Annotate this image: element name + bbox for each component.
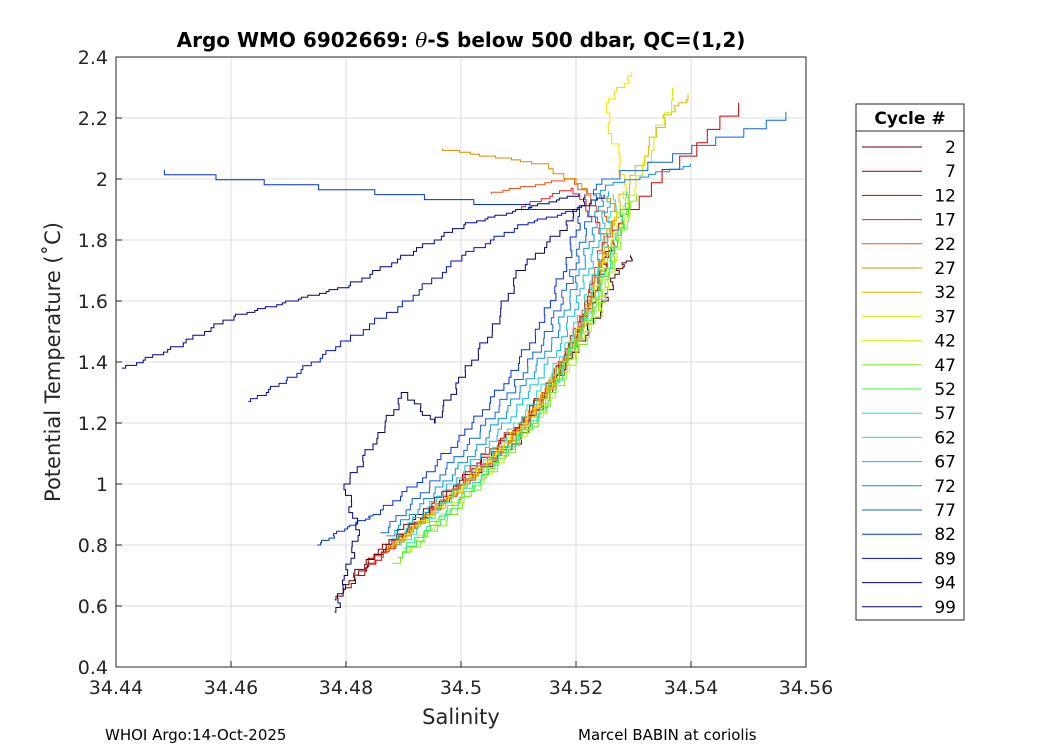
legend-label-99: 99 [934, 598, 956, 618]
legend-label-94: 94 [934, 574, 956, 594]
x-axis-label: Salinity [422, 705, 500, 729]
series-line-cycle-77 [380, 111, 787, 534]
legend-label-42: 42 [934, 332, 956, 352]
legend-label-72: 72 [934, 477, 956, 497]
y-tick-label-0: 0.4 [78, 657, 108, 679]
y-tick-label-10: 2.4 [78, 47, 108, 69]
x-tick-label-1: 34.46 [204, 677, 258, 699]
y-tick-label-7: 1.8 [78, 230, 108, 252]
y-tick-label-2: 0.8 [78, 535, 108, 557]
legend-label-62: 62 [934, 428, 956, 448]
legend-label-89: 89 [934, 549, 956, 569]
series-line-cycle-67 [392, 191, 611, 540]
legend-label-47: 47 [934, 356, 956, 376]
legend-title: Cycle # [874, 109, 945, 129]
chart-title: Argo WMO 6902669: θ-S below 500 dbar, QC… [177, 28, 746, 52]
legend-label-52: 52 [934, 380, 956, 400]
y-tick-label-5: 1.4 [78, 352, 108, 374]
x-tick-label-0: 34.44 [89, 677, 143, 699]
legend-label-67: 67 [934, 453, 956, 473]
series-line-cycle-94 [121, 194, 580, 369]
y-tick-label-8: 2 [96, 169, 108, 191]
y-tick-label-1: 0.6 [78, 596, 108, 618]
series-line-cycle-57 [403, 191, 630, 549]
chart-title-part-1: Argo WMO 6902669: [177, 28, 416, 52]
x-tick-label-5: 34.54 [664, 677, 718, 699]
legend-label-27: 27 [934, 259, 956, 279]
series-line-cycle-72 [386, 163, 691, 537]
legend-label-7: 7 [945, 162, 956, 182]
chart-title-theta: θ [415, 28, 427, 52]
x-tick-label-4: 34.52 [549, 677, 603, 699]
series-layer [121, 72, 787, 613]
series-line-cycle-99 [334, 194, 586, 613]
legend-label-32: 32 [934, 283, 956, 303]
x-tick-label-3: 34.5 [440, 677, 482, 699]
series-line-cycle-89 [248, 194, 605, 403]
legend-label-17: 17 [934, 211, 956, 231]
legend-label-57: 57 [934, 404, 956, 424]
series-line-cycle-52 [397, 203, 630, 558]
legend-label-77: 77 [934, 501, 956, 521]
series-line-cycle-42 [403, 87, 673, 552]
x-tick-label-2: 34.48 [319, 677, 373, 699]
legend: Cycle # 27121722273237424752576267727782… [855, 103, 965, 621]
x-tick-label-6: 34.56 [779, 677, 833, 699]
y-tick-label-4: 1.2 [78, 413, 108, 435]
y-tick-label-9: 2.2 [78, 108, 108, 130]
footer-left: WHOI Argo:14-Oct-2025 [105, 726, 286, 744]
legend-label-12: 12 [934, 186, 956, 206]
footer-right: Marcel BABIN at coriolis [578, 726, 757, 744]
y-axis-label: Potential Temperature (˚C) [41, 222, 65, 502]
legend-label-37: 37 [934, 307, 956, 327]
series-line-cycle-62 [397, 194, 617, 546]
series-line-cycle-47 [392, 194, 637, 564]
legend-label-82: 82 [934, 525, 956, 545]
chart-title-part-2: -S below 500 dbar, QC=(1,2) [427, 28, 745, 52]
legend-label-22: 22 [934, 235, 956, 255]
y-axis: 0.4 0.6 0.8 1 1.2 1.4 1.6 1.8 2 2.2 2.4 [78, 47, 122, 679]
x-axis: 34.44 34.46 34.48 34.5 34.52 34.54 34.56 [89, 661, 833, 699]
y-tick-label-3: 1 [96, 474, 108, 496]
y-tick-label-6: 1.6 [78, 291, 108, 313]
legend-label-2: 2 [945, 138, 956, 158]
